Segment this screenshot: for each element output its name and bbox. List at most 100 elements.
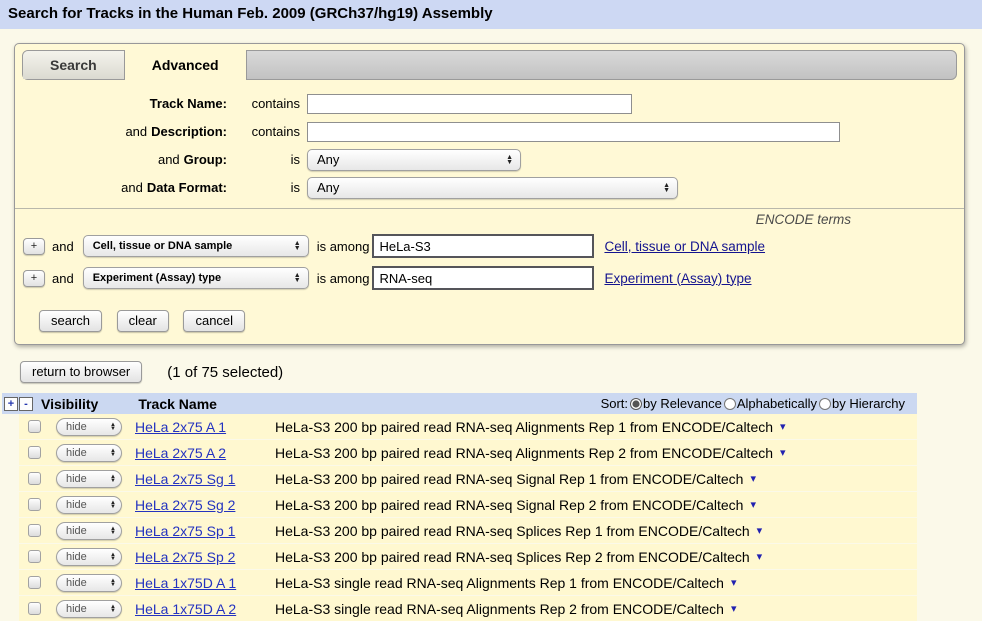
add-term-button[interactable]: + xyxy=(23,237,45,255)
track-name-link[interactable]: HeLa 2x75 Sp 2 xyxy=(135,548,236,565)
track-name-link[interactable]: HeLa 2x75 Sg 1 xyxy=(135,470,236,487)
track-menu-caret-icon[interactable]: ▾ xyxy=(780,421,786,433)
and-label: and xyxy=(52,270,74,286)
table-header: + - Visibility Track Name Sort: by Relev… xyxy=(2,393,917,414)
track-name-label: Track Name: xyxy=(149,96,227,111)
track-menu-caret-icon[interactable]: ▾ xyxy=(750,473,756,485)
form-row-track-name: Track Name: contains xyxy=(15,93,964,114)
expand-all-button[interactable]: + xyxy=(4,396,18,411)
sort-alphabetical-label: Alphabetically xyxy=(736,396,818,411)
data-format-label: and Data Format: xyxy=(121,180,227,195)
track-menu-caret-icon[interactable]: ▾ xyxy=(730,603,737,615)
form-row-data-format: and Data Format: is Any xyxy=(15,176,964,199)
cancel-button[interactable]: cancel xyxy=(183,310,246,332)
form-row-description: and Description: contains xyxy=(15,121,964,142)
visibility-select[interactable]: hide xyxy=(56,469,122,488)
select-arrows-icon xyxy=(106,527,116,535)
data-format-operator: is xyxy=(290,180,300,195)
cell-type-terms-link[interactable]: Cell, tissue or DNA sample xyxy=(604,238,766,254)
search-button[interactable]: search xyxy=(39,310,103,332)
data-format-select[interactable]: Any xyxy=(307,176,678,199)
encode-row-assay-type: + and Experiment (Assay) type is among E… xyxy=(23,266,964,290)
cell-type-input[interactable] xyxy=(372,234,595,258)
encode-term-select[interactable]: Experiment (Assay) type xyxy=(82,267,309,289)
row-checkbox[interactable] xyxy=(28,550,41,563)
track-description: HeLa-S3 200 bp paired read RNA-seq Align… xyxy=(275,418,774,435)
sort-alphabetical-radio[interactable] xyxy=(723,397,736,410)
table-row: hide HeLa 2x75 Sg 2 HeLa-S3 200 bp paire… xyxy=(19,492,917,517)
track-name-link[interactable]: HeLa 2x75 Sp 1 xyxy=(135,522,236,539)
group-select-value: Any xyxy=(317,152,340,167)
tab-search[interactable]: Search xyxy=(23,51,125,79)
table-row: hide HeLa 1x75D A 2 HeLa-S3 single read … xyxy=(19,596,917,621)
encode-term-select[interactable]: Cell, tissue or DNA sample xyxy=(82,235,309,257)
visibility-select[interactable]: hide xyxy=(56,521,122,540)
description-label: and Description: xyxy=(125,124,227,139)
form-buttons: search clear cancel xyxy=(39,310,964,332)
visibility-value: hide xyxy=(66,446,87,459)
select-arrows-icon xyxy=(106,579,116,587)
select-arrows-icon xyxy=(498,155,513,165)
encode-term-select-value: Cell, tissue or DNA sample xyxy=(92,240,233,252)
tab-advanced[interactable]: Advanced xyxy=(124,50,247,80)
track-name-input[interactable] xyxy=(307,93,632,114)
visibility-select[interactable]: hide xyxy=(56,547,122,566)
visibility-value: hide xyxy=(66,576,87,589)
visibility-value: hide xyxy=(66,498,87,511)
track-menu-caret-icon[interactable]: ▾ xyxy=(750,499,756,511)
visibility-column-header: Visibility xyxy=(41,395,99,412)
track-description: HeLa-S3 200 bp paired read RNA-seq Align… xyxy=(275,444,774,461)
row-checkbox[interactable] xyxy=(28,524,41,537)
description-operator: contains xyxy=(251,124,300,139)
visibility-value: hide xyxy=(66,420,87,433)
track-name-link[interactable]: HeLa 1x75D A 1 xyxy=(135,574,237,591)
visibility-select[interactable]: hide xyxy=(56,573,122,592)
is-among-label: is among xyxy=(316,238,370,254)
assay-type-terms-link[interactable]: Experiment (Assay) type xyxy=(604,270,752,286)
assay-type-input[interactable] xyxy=(372,266,595,290)
sort-hierarchy-radio[interactable] xyxy=(819,397,832,410)
group-select[interactable]: Any xyxy=(307,148,521,171)
row-checkbox[interactable] xyxy=(28,498,41,511)
track-menu-caret-icon[interactable]: ▾ xyxy=(756,551,763,563)
table-row: hide HeLa 2x75 Sp 1 HeLa-S3 200 bp paire… xyxy=(19,518,917,543)
visibility-select[interactable]: hide xyxy=(56,443,122,462)
track-description: HeLa-S3 200 bp paired read RNA-seq Signa… xyxy=(275,496,744,513)
selected-status: (1 of 75 selected) xyxy=(167,363,284,381)
select-arrows-icon xyxy=(286,241,301,251)
group-label: and Group: xyxy=(157,152,227,167)
row-checkbox[interactable] xyxy=(28,446,41,459)
track-name-link[interactable]: HeLa 2x75 Sg 2 xyxy=(135,496,236,513)
row-checkbox[interactable] xyxy=(28,602,41,615)
track-table: hide HeLa 2x75 A 1 HeLa-S3 200 bp paired… xyxy=(0,414,982,621)
select-arrows-icon xyxy=(106,553,116,561)
track-menu-caret-icon[interactable]: ▾ xyxy=(756,525,763,537)
track-name-operator: contains xyxy=(251,96,300,111)
table-row: hide HeLa 2x75 Sg 1 HeLa-S3 200 bp paire… xyxy=(19,466,917,491)
sort-relevance-radio[interactable] xyxy=(630,397,643,410)
add-term-button[interactable]: + xyxy=(23,269,45,287)
table-row: hide HeLa 2x75 A 1 HeLa-S3 200 bp paired… xyxy=(19,414,917,439)
track-menu-caret-icon[interactable]: ▾ xyxy=(730,577,737,589)
form-row-group: and Group: is Any xyxy=(15,148,964,171)
visibility-select[interactable]: hide xyxy=(56,417,122,436)
select-arrows-icon xyxy=(106,501,116,509)
row-checkbox[interactable] xyxy=(28,420,41,433)
return-to-browser-button[interactable]: return to browser xyxy=(20,361,143,383)
encode-row-cell-type: + and Cell, tissue or DNA sample is amon… xyxy=(23,234,964,258)
row-checkbox[interactable] xyxy=(28,576,41,589)
track-menu-caret-icon[interactable]: ▾ xyxy=(780,447,786,459)
visibility-select[interactable]: hide xyxy=(56,599,122,618)
encode-terms-label: ENCODE terms xyxy=(755,212,851,227)
clear-button[interactable]: clear xyxy=(116,310,169,332)
visibility-select[interactable]: hide xyxy=(56,495,122,514)
track-description: HeLa-S3 200 bp paired read RNA-seq Signa… xyxy=(275,470,744,487)
row-checkbox[interactable] xyxy=(28,472,41,485)
sort-label: Sort: xyxy=(600,396,629,411)
description-input[interactable] xyxy=(307,121,840,142)
track-name-link[interactable]: HeLa 2x75 A 2 xyxy=(135,444,227,461)
tab-strip: Search Advanced xyxy=(22,50,957,80)
collapse-all-button[interactable]: - xyxy=(19,396,33,411)
track-name-link[interactable]: HeLa 2x75 A 1 xyxy=(135,418,227,435)
sort-controls: Sort: by Relevance Alphabetically by Hie… xyxy=(601,396,917,411)
